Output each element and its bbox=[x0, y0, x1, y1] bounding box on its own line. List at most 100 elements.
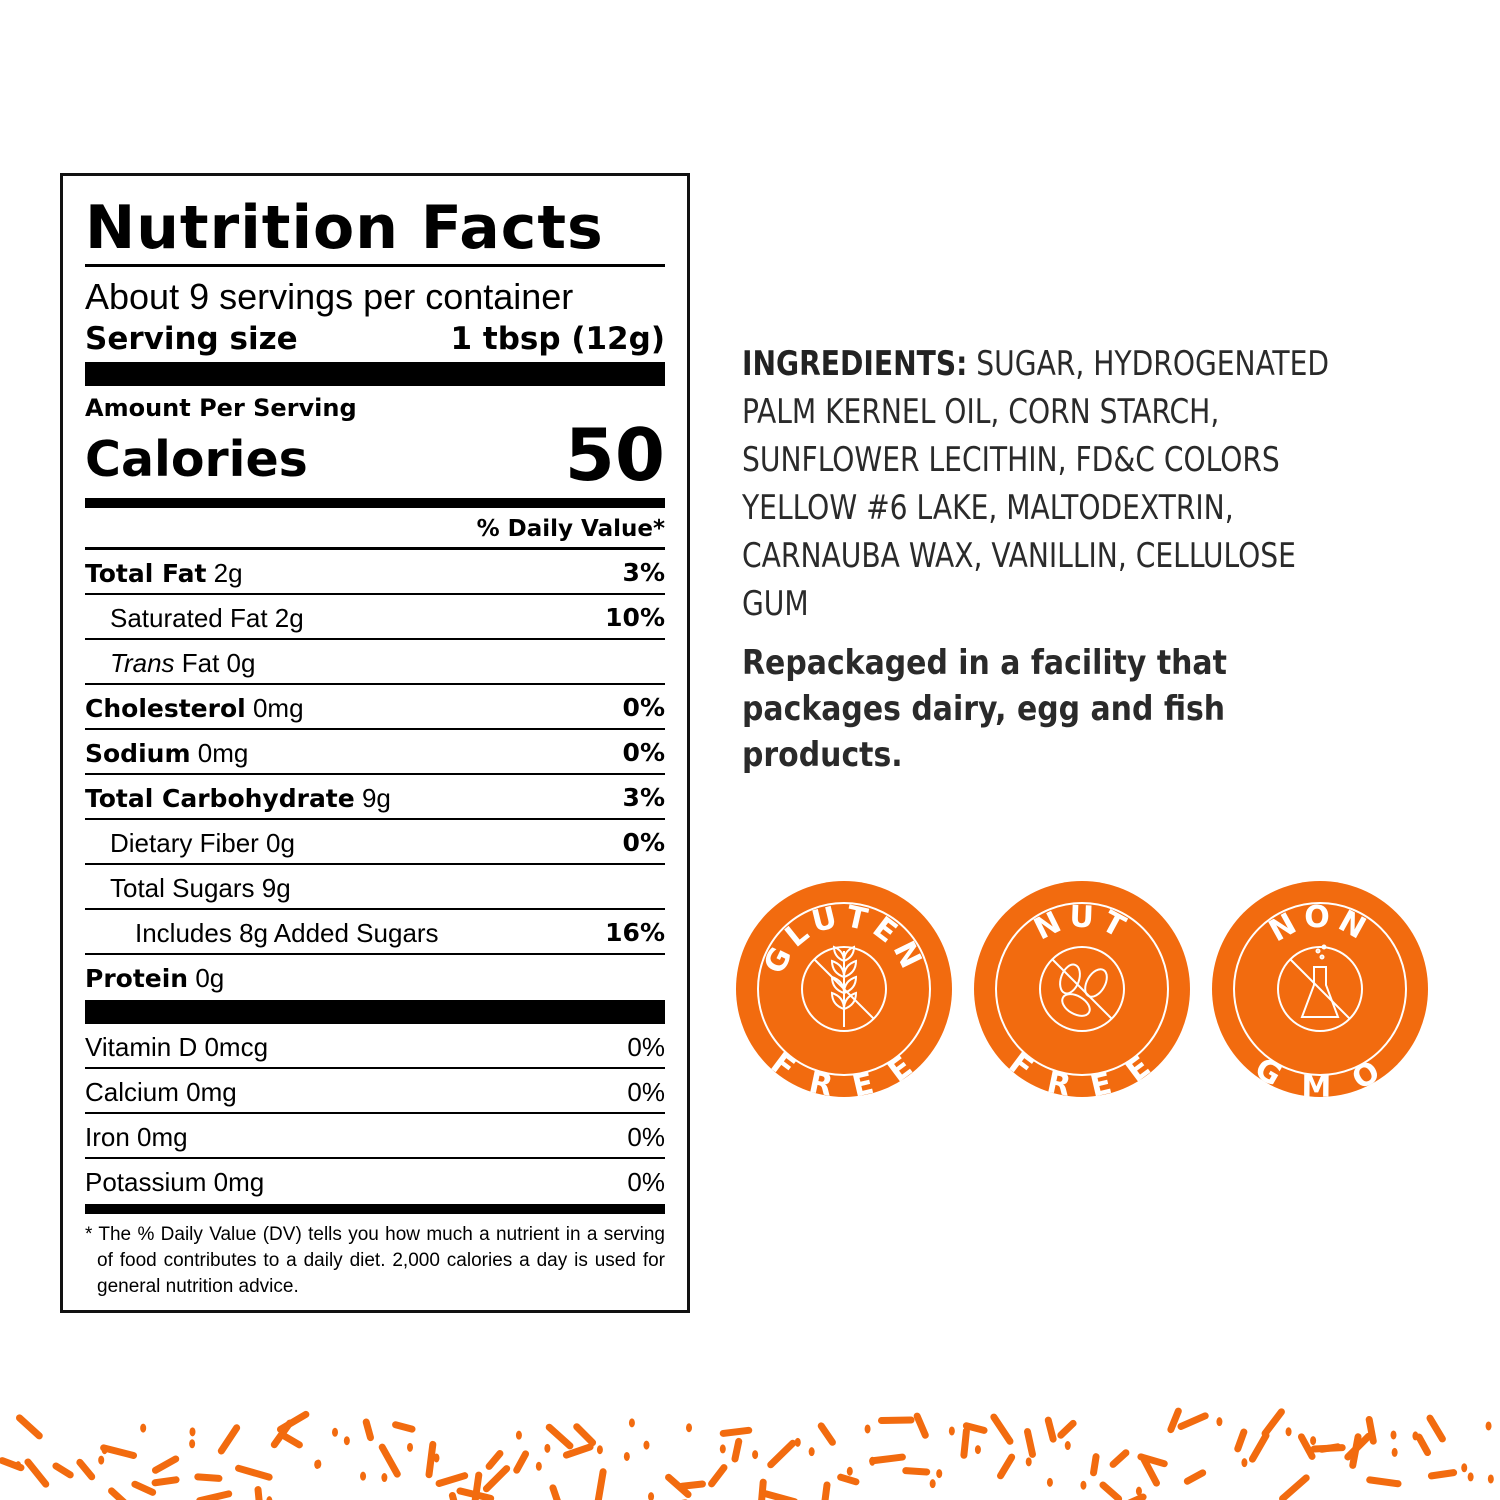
vitamin-label: Potassium 0mg bbox=[85, 1167, 265, 1197]
sprinkle bbox=[902, 1467, 931, 1476]
sprinkle bbox=[752, 1450, 759, 1460]
sprinkle bbox=[98, 1455, 105, 1465]
nutrient-name: Cholesterol bbox=[85, 694, 246, 723]
sprinkle bbox=[392, 1421, 416, 1433]
nutrient-row: Total Carbohydrate 9g 3% bbox=[85, 775, 665, 820]
sprinkle bbox=[869, 1453, 906, 1465]
sprinkle bbox=[1467, 1472, 1474, 1482]
nutrient-label: Sodium 0mg bbox=[85, 730, 248, 773]
sprinkle bbox=[1046, 1477, 1053, 1487]
nutrient-label: Total Sugars 9g bbox=[110, 873, 291, 903]
sprinkle bbox=[196, 1490, 233, 1500]
daily-value-percent: 0% bbox=[627, 1122, 665, 1152]
sprinkle bbox=[315, 1459, 322, 1469]
sprinkles-decoration bbox=[0, 1407, 1494, 1500]
vitamin-label: Vitamin D 0mcg bbox=[85, 1032, 269, 1062]
nutrient-label: Saturated Fat 2g bbox=[110, 603, 304, 633]
sprinkle bbox=[515, 1430, 522, 1440]
nutrient-rows: Total Fat 2g 3% Saturated Fat 2g 10% Trans F… bbox=[85, 550, 665, 1000]
sprinkle bbox=[1412, 1431, 1419, 1441]
nutrient-label: Dietary Fiber 0g bbox=[110, 828, 295, 858]
nutrient-name: Protein bbox=[85, 964, 189, 993]
sprinkle bbox=[360, 1471, 367, 1481]
sprinkle bbox=[821, 1481, 831, 1500]
sprinkle bbox=[1310, 1436, 1317, 1446]
sprinkle bbox=[544, 1443, 551, 1453]
sprinkle bbox=[448, 1491, 458, 1500]
servings-per-container: About 9 servings per container bbox=[85, 276, 574, 317]
sprinkle bbox=[1090, 1453, 1100, 1477]
sprinkle bbox=[15, 1414, 43, 1440]
divider-thick bbox=[85, 362, 665, 386]
divider-medium bbox=[85, 498, 665, 508]
daily-value-percent: 0% bbox=[622, 693, 665, 722]
sprinkle bbox=[1135, 1486, 1142, 1496]
sprinkle bbox=[1415, 1433, 1432, 1457]
amount-per-serving: Amount Per Serving bbox=[85, 394, 357, 422]
sprinkle bbox=[1109, 1449, 1130, 1468]
sprinkle bbox=[665, 1473, 692, 1499]
sprinkle bbox=[719, 1426, 753, 1437]
sprinkle bbox=[962, 1422, 988, 1434]
nutrient-amount: 0mg bbox=[252, 693, 304, 723]
nutrient-label: Total Carbohydrate 9g bbox=[85, 775, 391, 818]
calories-value: 50 bbox=[564, 413, 665, 497]
serving-size: Serving size 1 tbsp (12g) bbox=[85, 321, 665, 359]
nutrient-name: Total Carbohydrate bbox=[85, 784, 355, 813]
daily-value-percent: 0% bbox=[622, 738, 665, 767]
nutrient-row: Dietary Fiber 0g 0% bbox=[85, 820, 665, 865]
vitamin-row: Potassium 0mg 0% bbox=[85, 1159, 665, 1204]
daily-value-percent: 10% bbox=[605, 603, 665, 632]
sprinkle bbox=[1044, 1416, 1057, 1443]
sprinkle bbox=[762, 1490, 798, 1500]
sprinkle bbox=[708, 1464, 728, 1488]
sprinkle bbox=[1310, 1444, 1346, 1453]
sprinkle bbox=[562, 1443, 594, 1459]
vitamin-label: Iron 0mg bbox=[85, 1122, 188, 1152]
nutrient-row: Cholesterol 0mg 0% bbox=[85, 685, 665, 730]
sprinkle bbox=[594, 1468, 607, 1500]
sprinkle bbox=[686, 1423, 693, 1433]
sprinkle bbox=[535, 1461, 542, 1471]
calories-row: Calories 50 bbox=[85, 413, 665, 497]
sprinkle bbox=[1461, 1463, 1468, 1473]
sprinkle bbox=[407, 1442, 414, 1452]
sprinkle bbox=[1427, 1469, 1458, 1480]
sprinkle bbox=[513, 1450, 530, 1474]
sprinkle bbox=[1485, 1421, 1492, 1431]
sprinkle bbox=[151, 1476, 180, 1487]
nutrient-label: Cholesterol 0mg bbox=[85, 685, 304, 728]
sprinkle bbox=[266, 1496, 273, 1500]
sprinkle bbox=[1025, 1457, 1032, 1467]
daily-value-percent: 0% bbox=[627, 1167, 665, 1197]
divider-medium bbox=[85, 1204, 665, 1214]
sprinkle bbox=[1241, 1458, 1248, 1468]
sprinkle bbox=[108, 1487, 127, 1500]
vitamin-row: Iron 0mg 0% bbox=[85, 1114, 665, 1159]
sprinkle bbox=[990, 1413, 1014, 1445]
sprinkle bbox=[15, 1461, 22, 1471]
sprinkle bbox=[1137, 1453, 1168, 1468]
sprinkle bbox=[435, 1472, 469, 1487]
sprinkle bbox=[456, 1487, 495, 1500]
sprinkle bbox=[623, 1451, 630, 1461]
sprinkle bbox=[719, 1444, 726, 1454]
sprinkle bbox=[1426, 1414, 1446, 1443]
divider bbox=[85, 264, 665, 267]
sprinkle bbox=[151, 1455, 180, 1474]
sprinkle bbox=[1285, 1427, 1292, 1437]
sprinkle bbox=[731, 1437, 743, 1463]
label-title: Nutrition Facts bbox=[85, 193, 604, 263]
sprinkle bbox=[254, 1486, 263, 1500]
prohibited-slash-icon bbox=[1289, 958, 1351, 1020]
sprinkle bbox=[643, 1440, 650, 1450]
vitamin-label: Calcium 0mg bbox=[85, 1077, 237, 1107]
vitamin-row: Vitamin D 0mcg 0% bbox=[85, 1024, 665, 1069]
nutrient-label: Includes 8g Added Sugars bbox=[135, 918, 439, 948]
flask-icon bbox=[1300, 944, 1340, 1018]
sprinkle bbox=[52, 1462, 74, 1479]
daily-value-percent: 0% bbox=[627, 1032, 665, 1062]
nutrient-amount: Fat 0g bbox=[181, 648, 256, 678]
sprinkle bbox=[189, 1427, 196, 1437]
nutrient-row: Total Fat 2g 3% bbox=[85, 550, 665, 595]
